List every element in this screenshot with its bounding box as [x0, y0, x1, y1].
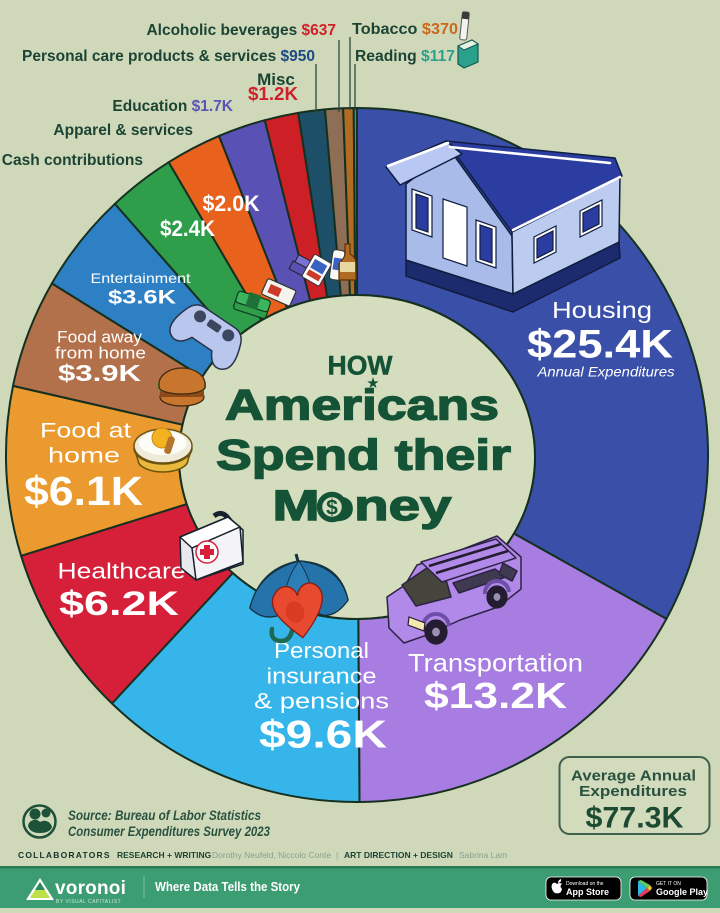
svg-text:ART DIRECTION + DESIGN: ART DIRECTION + DESIGN [344, 850, 453, 860]
svg-text:GET IT ON: GET IT ON [656, 881, 681, 887]
svg-text:BY VISUAL CAPITALIST: BY VISUAL CAPITALIST [56, 899, 121, 905]
svg-text:|: | [336, 850, 338, 860]
svg-text:Healthcare: Healthcare [58, 559, 186, 584]
svg-text:$2.4K: $2.4K [160, 216, 215, 241]
svg-text:Reading $117: Reading $117 [355, 48, 455, 65]
svg-text:Sabrina Lam: Sabrina Lam [459, 850, 507, 860]
svg-text:Americans: Americans [225, 383, 499, 430]
svg-text:Source: Bureau of Labor Statis: Source: Bureau of Labor Statistics [68, 808, 261, 823]
svg-text:& pensions: & pensions [254, 689, 389, 714]
svg-text:$2.0K: $2.0K [203, 191, 260, 216]
svg-text:home: home [48, 444, 120, 468]
svg-text:Annual Expenditures: Annual Expenditures [536, 364, 674, 380]
svg-text:$3.9K: $3.9K [58, 360, 142, 386]
svg-text:$: $ [326, 497, 338, 520]
svg-text:HOW: HOW [328, 351, 394, 381]
svg-text:★: ★ [366, 375, 379, 392]
svg-text:Housing: Housing [552, 297, 652, 323]
svg-text:Misc: Misc [257, 70, 295, 89]
svg-text:$13.2K: $13.2K [424, 675, 567, 716]
svg-text:Food away: Food away [57, 329, 143, 347]
svg-text:Spend their: Spend their [216, 433, 511, 480]
svg-text:Entertainment: Entertainment [91, 270, 191, 286]
svg-text:App Store: App Store [566, 887, 609, 897]
svg-text:$3.6K: $3.6K [108, 288, 176, 309]
svg-text:$6.2K: $6.2K [59, 585, 179, 623]
svg-text:voronoi: voronoi [55, 878, 126, 899]
svg-text:RESEARCH + WRITING: RESEARCH + WRITING [117, 850, 212, 860]
svg-text:Consumer Expenditures Survey 2: Consumer Expenditures Survey 2023 [68, 824, 270, 839]
svg-text:$1.2K: $1.2K [248, 84, 298, 104]
svg-text:from home: from home [55, 345, 146, 363]
svg-text:Money: Money [273, 483, 452, 530]
svg-text:Personal: Personal [274, 638, 369, 663]
svg-text:$25.4K: $25.4K [527, 323, 673, 367]
svg-text:Alcoholic beverages $637: Alcoholic beverages $637 [146, 22, 336, 39]
svg-text:Transportation: Transportation [408, 650, 583, 678]
svg-text:Cash contributions: Cash contributions [2, 152, 143, 169]
svg-text:Average Annual: Average Annual [571, 769, 696, 785]
svg-text:Dorothy Neufeld, Niccolo Conte: Dorothy Neufeld, Niccolo Conte [212, 850, 331, 860]
svg-text:insurance: insurance [267, 664, 377, 689]
svg-text:Personal care products & servi: Personal care products & services $950 [22, 48, 315, 65]
svg-text:$9.6K: $9.6K [259, 714, 387, 757]
svg-text:Where Data Tells the Story: Where Data Tells the Story [155, 879, 301, 894]
svg-text:Tobacco $370: Tobacco $370 [352, 21, 458, 38]
svg-text:$6.1K: $6.1K [24, 468, 143, 514]
svg-text:Google Play: Google Play [656, 887, 708, 897]
svg-text:COLLABORATORS: COLLABORATORS [18, 850, 111, 860]
svg-text:Download on the: Download on the [566, 881, 604, 887]
svg-text:Food at: Food at [40, 419, 131, 443]
svg-text:Education $1.7K: Education $1.7K [112, 98, 233, 115]
svg-text:$77.3K: $77.3K [586, 802, 685, 835]
svg-text:Apparel & services: Apparel & services [53, 122, 193, 139]
svg-text:Expenditures: Expenditures [579, 784, 687, 800]
